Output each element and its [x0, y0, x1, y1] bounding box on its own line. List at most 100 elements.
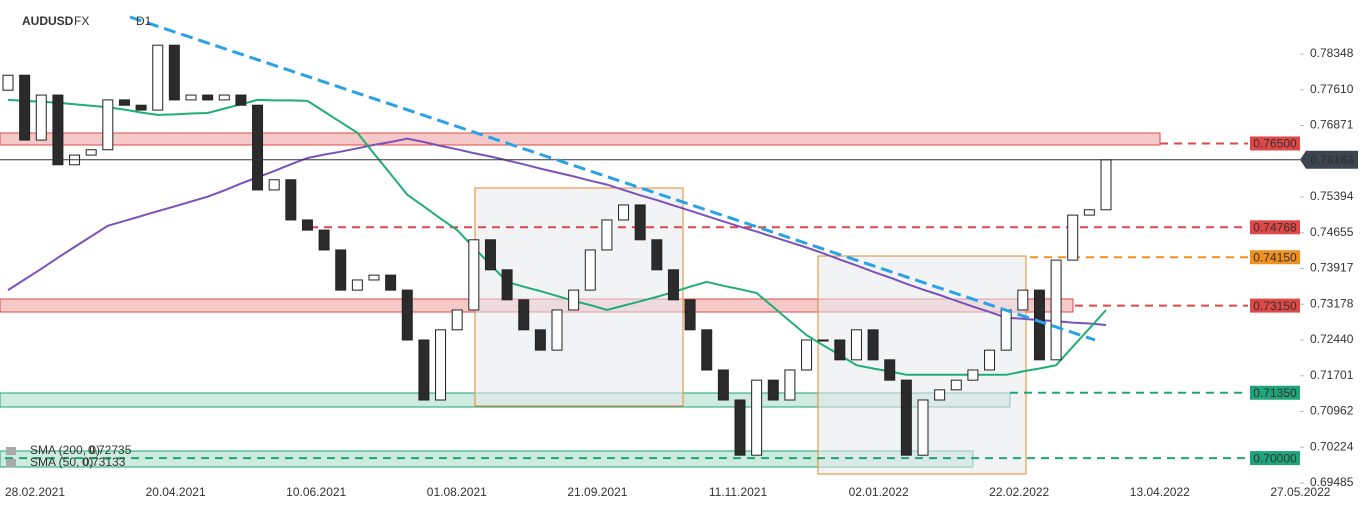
candle-body	[667, 269, 679, 301]
candle-body	[917, 399, 929, 456]
candle-body	[1050, 259, 1062, 361]
candle-body	[435, 329, 447, 401]
symbol: AUDUSD	[22, 14, 74, 28]
last-price-label: 0.76163	[1310, 153, 1354, 167]
x-tick-label: 28.02.2021	[5, 485, 65, 499]
candle-body	[784, 369, 796, 401]
candle-body	[385, 274, 397, 291]
candle-body	[1067, 214, 1079, 261]
candle-body	[335, 249, 347, 291]
level-label: 0.74150	[1253, 250, 1297, 264]
y-tick-label: 0.72440	[1310, 332, 1354, 346]
candle-body	[817, 339, 829, 342]
legend-icon	[6, 447, 16, 455]
legend-name: SMA (200, 0)	[30, 443, 100, 457]
y-tick-label: 0.73178	[1310, 296, 1354, 310]
candle-body	[1100, 159, 1112, 211]
legend-value: 0.73133	[82, 455, 126, 469]
candle-body	[717, 369, 729, 401]
level-label-box	[1250, 136, 1300, 151]
candle-body	[202, 94, 214, 101]
legend-value: 0.72735	[88, 443, 132, 457]
sma-line	[7, 137, 1107, 326]
y-tick-label: 0.70224	[1310, 439, 1354, 453]
legend-name: SMA (50, 0)	[30, 455, 93, 469]
level-label: 0.76500	[1253, 137, 1297, 151]
x-tick-label: 01.08.2021	[427, 485, 487, 499]
candle-body	[451, 309, 463, 331]
trend-line	[129, 15, 1096, 342]
candle-body	[218, 94, 230, 101]
candle-body	[152, 44, 164, 111]
x-tick-label: 02.01.2022	[849, 485, 909, 499]
candle-body	[850, 329, 862, 361]
y-tick-label: 0.76871	[1310, 118, 1354, 132]
y-tick-label: 0.73917	[1310, 261, 1354, 275]
candle-body	[934, 389, 946, 401]
level-label: 0.74768	[1253, 220, 1297, 234]
candle-body	[1000, 309, 1012, 351]
candle-body	[518, 299, 530, 331]
candle-body	[135, 104, 147, 111]
candle-body	[950, 379, 962, 391]
candle-body	[618, 204, 630, 221]
candle-body	[867, 329, 879, 361]
market: FX	[74, 14, 89, 28]
x-tick-label: 22.02.2022	[989, 485, 1049, 499]
y-tick-label: 0.69485	[1310, 475, 1354, 489]
candle-body	[834, 339, 846, 361]
candle-body	[418, 339, 430, 401]
level-label-box	[1250, 250, 1300, 265]
candle-body	[118, 99, 130, 106]
candle-body	[268, 179, 280, 191]
candle-body	[351, 279, 363, 291]
candle-body	[801, 339, 813, 371]
candle-body	[401, 289, 413, 341]
candle-body	[368, 274, 380, 281]
candle-body	[751, 379, 763, 456]
level-label-box	[1250, 385, 1300, 400]
x-tick-label: 27.05.2022	[1270, 485, 1330, 499]
candle-body	[52, 94, 64, 166]
level-label-box	[1250, 298, 1300, 313]
candle-body	[501, 269, 513, 301]
candle-body	[484, 239, 496, 271]
candle-body	[168, 44, 180, 101]
candle-body	[551, 309, 563, 351]
y-tick-label: 0.70962	[1310, 404, 1354, 418]
candle-body	[2, 74, 14, 91]
level-label-box	[1250, 451, 1300, 466]
legend-icon	[6, 459, 16, 467]
candle-body	[1017, 289, 1029, 311]
sma-line	[7, 98, 1107, 376]
candle-body	[884, 359, 896, 381]
candle-body	[85, 149, 97, 156]
candle-body	[102, 99, 114, 151]
candle-body	[318, 229, 330, 251]
candle-body	[1033, 289, 1045, 361]
level-label: 0.70000	[1253, 451, 1297, 465]
y-tick-label: 0.78348	[1310, 46, 1354, 60]
candle-body	[534, 329, 546, 351]
candle-body	[235, 94, 247, 106]
x-tick-label: 13.04.2022	[1130, 485, 1190, 499]
resistance-zone	[0, 132, 1161, 146]
candle-body	[984, 349, 996, 371]
candle-body	[584, 249, 596, 291]
last-price-box	[1300, 150, 1358, 169]
y-tick-label: 0.75394	[1310, 189, 1354, 203]
y-tick-label: 0.77610	[1310, 82, 1354, 96]
y-tick-label: 0.71701	[1310, 368, 1354, 382]
candle-body	[651, 239, 663, 271]
interval: D1	[136, 14, 152, 28]
y-tick-label: 0.74655	[1310, 225, 1354, 239]
candle-body	[767, 379, 779, 401]
candle-body	[900, 379, 912, 456]
x-tick-label: 21.09.2021	[567, 485, 627, 499]
candle-body	[185, 94, 197, 101]
candle-body	[252, 104, 264, 191]
candle-body	[301, 219, 313, 231]
level-label: 0.73150	[1253, 299, 1297, 313]
